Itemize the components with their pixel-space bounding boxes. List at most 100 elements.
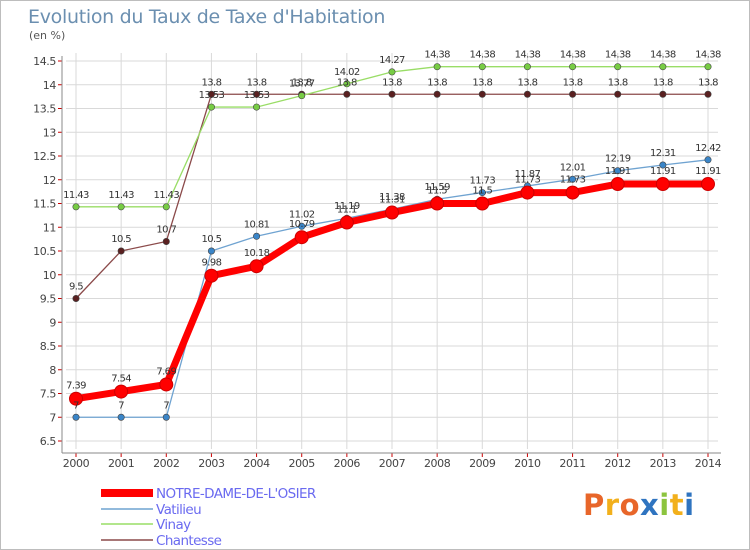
data-label: 11.73 [560,175,586,186]
x-tick-label: 2014 [695,457,722,470]
data-point [704,90,712,98]
data-point [162,413,170,421]
data-point-main [294,230,309,245]
x-tick-label: 2006 [334,457,361,470]
data-label: 11.91 [650,166,676,177]
data-point [162,238,170,246]
data-label: 13.8 [201,77,221,88]
y-tick-label: 7.5 [40,388,57,401]
legend-label: Chantesse [156,533,222,549]
data-point [253,90,261,98]
data-point [433,90,441,98]
data-label: 13.8 [292,77,312,88]
data-label: 13.77 [289,79,315,90]
logo-letter: P [583,488,605,522]
data-label: 13.8 [563,77,583,88]
data-label: 11.87 [515,169,541,180]
data-point [433,63,441,71]
data-point [659,161,667,169]
data-label: 7 [118,400,124,411]
x-tick-label: 2009 [469,457,496,470]
data-label: 7 [163,400,169,411]
logo-letter: x [640,488,660,522]
data-point [253,232,261,240]
data-point-main [701,177,715,192]
data-label: 14.02 [334,67,360,78]
y-tick-label: 14 [43,79,57,92]
y-tick-label: 12 [43,174,56,187]
data-point [117,247,125,255]
data-point [478,63,486,71]
data-point [388,68,396,76]
y-tick-label: 6.5 [40,435,57,448]
data-point [207,90,215,98]
data-label: 7.54 [111,374,131,385]
x-tick-label: 2008 [424,457,451,470]
data-label: 14.38 [515,50,541,61]
data-point [72,413,80,421]
data-point [614,167,622,175]
data-label: 13.8 [653,77,673,88]
data-point-main [339,215,354,230]
data-point [478,90,486,98]
data-point [207,247,215,255]
y-tick-label: 13.5 [33,103,56,116]
x-tick-label: 2005 [289,457,316,470]
data-point [569,63,577,71]
data-point-main [655,177,670,192]
data-label: 11.31 [379,195,405,206]
data-label: 14.38 [560,50,586,61]
data-label: 10.5 [201,234,221,245]
x-tick-label: 2002 [153,457,179,470]
data-label: 7.69 [156,366,176,377]
data-point-main [69,391,83,406]
y-tick-label: 8.5 [40,340,57,353]
data-label: 13.8 [337,77,357,88]
data-label: 11.43 [63,190,89,201]
data-label: 13.8 [608,77,628,88]
data-label: 11.38 [379,192,405,203]
data-label: 11.19 [334,201,360,212]
data-label: 13.8 [427,77,447,88]
data-label: 11.02 [289,209,315,220]
x-tick-label: 2001 [108,457,134,470]
data-point-main [204,268,219,283]
data-label: 11.73 [469,176,495,187]
data-point-main [114,384,129,399]
data-point-main [475,196,490,211]
data-label: 12.19 [605,154,631,165]
data-point [162,203,170,211]
y-tick-label: 8 [49,364,56,377]
data-label: 14.38 [605,50,631,61]
y-tick-label: 11 [43,221,56,234]
logo-letter: t [669,488,685,522]
data-point [523,63,531,71]
data-point [569,175,577,183]
data-label: 13.53 [244,90,270,101]
data-label: 9.5 [69,282,83,293]
data-point [659,90,667,98]
data-label: 13.53 [199,90,225,101]
y-axis-unit: (en %) [29,29,66,42]
data-label: 13.8 [382,77,402,88]
x-tick-label: 2004 [243,457,270,470]
data-label: 10.81 [244,219,270,230]
data-label: 12.31 [650,148,676,159]
legend-label: Vatilieu [156,502,201,518]
data-label: 11.43 [108,190,134,201]
logo-letter: o [619,488,641,522]
data-point [117,413,125,421]
x-tick-label: 2007 [379,457,406,470]
data-label: 11.1 [337,205,357,216]
data-point [343,80,351,88]
data-label: 14.38 [469,50,495,61]
data-point [253,103,261,111]
y-tick-label: 14.5 [33,55,56,68]
data-point [478,189,486,197]
data-label: 14.27 [379,55,405,66]
data-label: 13.8 [517,77,537,88]
data-point-main [159,377,174,392]
y-tick-label: 10.5 [33,245,56,258]
data-point [704,63,712,71]
